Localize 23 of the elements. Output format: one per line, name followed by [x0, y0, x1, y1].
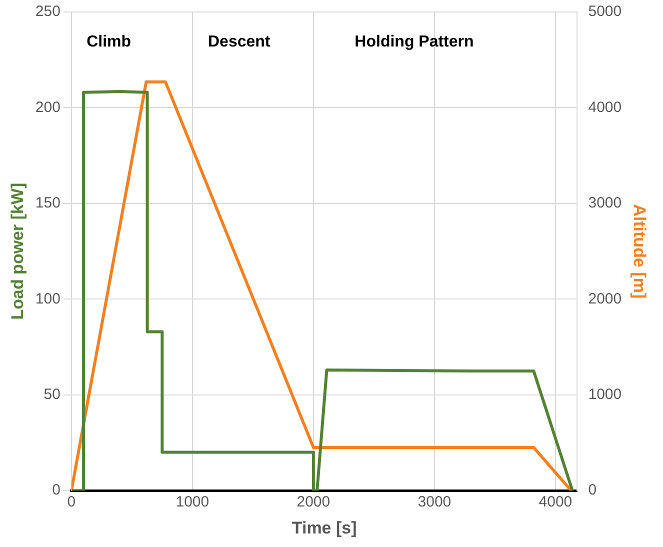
x-axis-title: Time [s]: [292, 518, 357, 538]
x-tick-label: 4000: [538, 494, 572, 511]
y-tick-label: 250: [35, 3, 60, 20]
y-tick-label: 0: [52, 482, 60, 499]
y2-tick-label: 5000: [588, 3, 622, 20]
y2-tick-label: 0: [588, 482, 597, 499]
y-tick-label: 100: [35, 290, 60, 308]
annotation: Climb: [86, 33, 132, 50]
x-tick-label: 0: [67, 494, 76, 511]
y2-tick-label: 3000: [588, 194, 622, 212]
y-tick-label: 50: [44, 386, 60, 404]
annotation: Holding Pattern: [354, 33, 474, 50]
y2-axis-title: Altitude [m]: [630, 204, 650, 299]
y2-tick-label: 1000: [588, 386, 622, 404]
x-tick-label: 3000: [418, 494, 452, 511]
y-tick-label: 150: [35, 194, 60, 212]
y-tick-label: 200: [35, 98, 60, 116]
x-tick-label: 1000: [176, 494, 210, 511]
y2-tick-label: 4000: [588, 98, 622, 116]
annotation: Descent: [208, 33, 271, 50]
y-axis-title: Load power [kW]: [8, 182, 27, 320]
y2-tick-label: 2000: [588, 290, 622, 308]
x-tick-label: 2000: [296, 494, 330, 511]
